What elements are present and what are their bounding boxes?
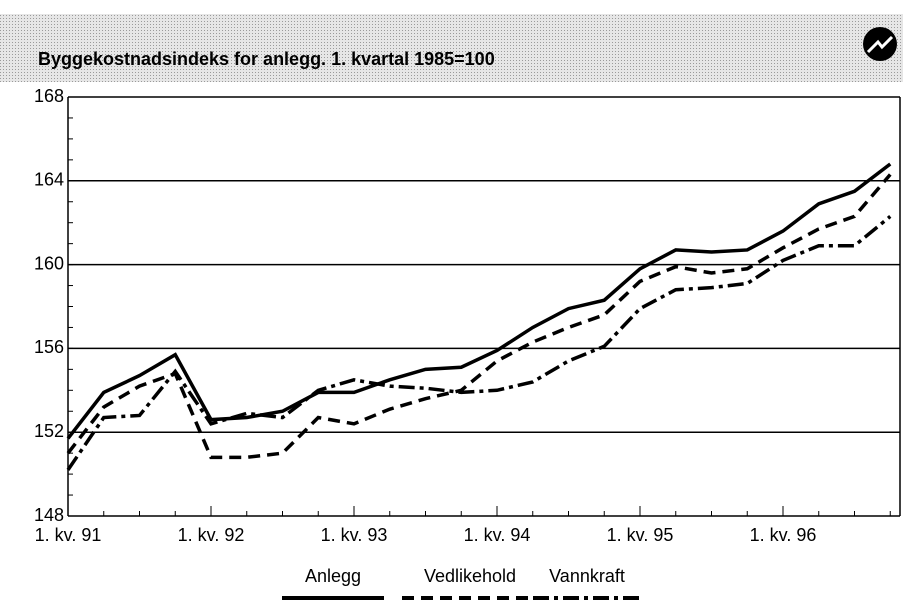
y-tick-label: 148: [34, 505, 64, 525]
data-line: [66, 162, 892, 440]
y-tick-label: 164: [34, 170, 64, 190]
y-tick-label: 156: [34, 337, 64, 357]
data-line: [66, 173, 892, 460]
chart-title: Byggekostnadsindeks for anlegg. 1. kvart…: [38, 49, 495, 69]
y-tick-label: 160: [34, 253, 64, 273]
legend-label: Vedlikehold: [424, 566, 516, 586]
y-tick-label: 152: [34, 421, 64, 441]
logo-mark: [866, 35, 894, 54]
x-tick-label: 1. kv. 96: [750, 525, 817, 545]
legend-label: Vannkraft: [549, 566, 625, 586]
x-tick-label: 1. kv. 93: [321, 525, 388, 545]
legend-label: Anlegg: [305, 566, 361, 586]
header-band: [0, 14, 903, 82]
x-tick-label: 1. kv. 94: [464, 525, 531, 545]
y-tick-label: 168: [34, 86, 64, 106]
x-tick-label: 1. kv. 92: [178, 525, 245, 545]
x-tick-label: 1. kv. 95: [607, 525, 674, 545]
x-tick-label: 1. kv. 91: [35, 525, 102, 545]
